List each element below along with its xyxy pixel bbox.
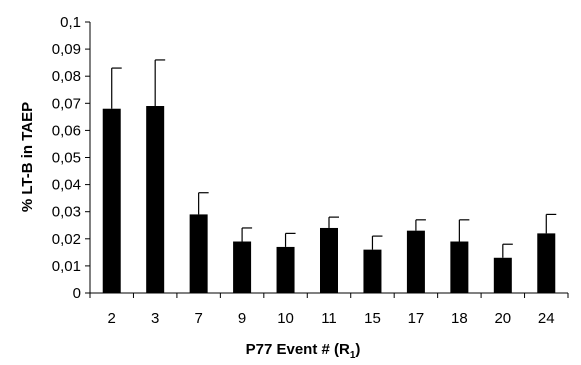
y-tick-label: 0,08 — [52, 68, 81, 85]
y-tick-label: 0,01 — [52, 258, 81, 275]
y-axis-title: % LT-B in TAEP — [19, 102, 36, 212]
x-tick-label: 18 — [451, 310, 468, 327]
x-tick-label: 11 — [321, 310, 337, 327]
error-bars — [111, 59, 557, 258]
bar — [363, 249, 382, 293]
y-axis-title-text: % LT-B in TAEP — [19, 102, 36, 212]
x-axis-title-subscript: 1 — [350, 350, 356, 361]
y-tick-label: 0,1 — [60, 14, 81, 31]
y-tick-label: 0 — [73, 285, 81, 302]
x-axis-title: P77 Event # (R1) — [246, 341, 361, 361]
y-tick-label: 0,05 — [52, 150, 81, 167]
x-tick-label: 17 — [408, 310, 425, 327]
x-axis-title-suffix: ) — [355, 341, 360, 358]
x-tick-label: 10 — [277, 310, 294, 327]
x-tick-labels: 2 3 7 9 10 11 15 17 18 20 24 — [108, 310, 555, 327]
x-tick-label: 3 — [151, 310, 159, 327]
y-tick-label: 0,07 — [52, 95, 81, 112]
x-tick-label: 20 — [494, 310, 511, 327]
y-tick-label: 0,09 — [52, 41, 81, 58]
bar — [537, 233, 556, 293]
bar — [320, 227, 338, 293]
y-tick-label: 0,03 — [52, 204, 81, 221]
bar — [450, 241, 469, 293]
bar — [146, 106, 165, 293]
x-tick-label: 24 — [538, 310, 555, 327]
y-axis: 0 0,01 0,02 0,03 0,04 0,05 0,06 0,07 0,08 0,09 0,1 — [52, 14, 91, 302]
bar — [189, 214, 208, 293]
x-axis — [89, 292, 569, 298]
x-tick-label: 7 — [194, 310, 202, 327]
y-tick-label: 0,04 — [52, 177, 81, 194]
bar — [233, 241, 252, 293]
y-tick-label: 0,02 — [52, 231, 81, 248]
x-tick-label: 2 — [108, 310, 116, 327]
bars — [102, 106, 556, 293]
bar — [493, 257, 512, 293]
bar — [406, 230, 425, 293]
x-tick-label: 15 — [364, 310, 381, 327]
x-tick-label: 9 — [238, 310, 246, 327]
x-axis-title-main: P77 Event # (R — [246, 341, 350, 358]
bar — [276, 246, 295, 293]
bar — [102, 108, 121, 293]
y-tick-label: 0,06 — [52, 122, 81, 139]
